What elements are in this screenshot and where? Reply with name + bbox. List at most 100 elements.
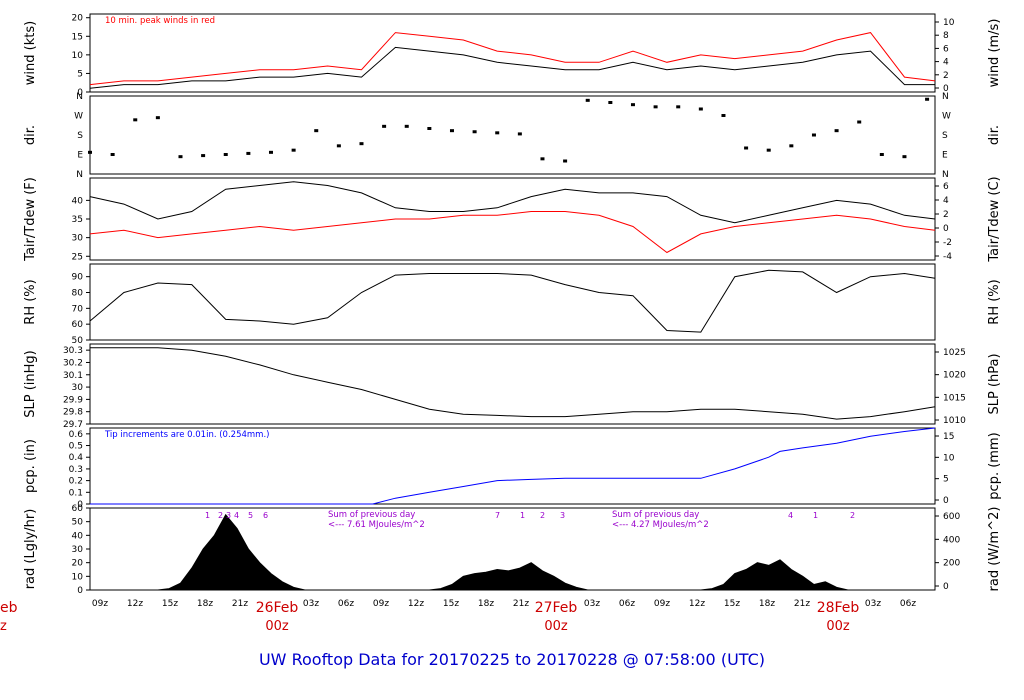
ytick-label-slp: 30.3 [63,346,83,356]
rad-hour-mark: 2 [850,511,855,520]
series-slp [90,347,936,420]
rad-hour-mark: 1 [205,511,210,520]
point-dir [291,148,296,152]
ytick-label-rad: 40 [72,531,84,541]
series-pcp [90,427,936,505]
point-dir [223,153,228,156]
ytick-label-slp: 30.1 [63,371,83,381]
point-dir [268,150,273,154]
ytick-label-wind: 0 [77,88,83,98]
ytick-label-pcp: 0.6 [69,430,84,440]
point-dir [110,153,115,156]
ytick-label-temp: 25 [72,252,83,262]
panel-frame-slp [89,343,936,425]
point-dir [721,114,726,117]
ytick-label-slp: 29.9 [63,395,83,405]
ytick-label-dir: N [76,170,83,180]
annotation-pcp: Tip increments are 0.01in. (0.254mm.) [104,430,269,440]
rad-note-title: Sum of previous day [612,510,699,520]
point-dir [789,144,794,148]
panel-frame-rh [89,263,936,341]
x-tick-label: 21z [232,599,248,609]
ytick-right-label-rad: 600 [943,512,960,522]
point-dir [585,98,590,102]
ytick-label-rh: 70 [72,304,84,314]
ylabel-pcp: pcp. (in) [23,439,38,493]
ylabel-rh: RH (%) [23,279,38,324]
ytick-label-pcp: 0.4 [69,453,84,463]
ytick-label-dir: N [76,92,83,102]
ytick-label-slp: 29.7 [63,420,83,430]
point-dir [540,157,545,161]
x-tick-label: 12z [408,599,424,609]
x-tick-label: 09z [373,599,389,609]
point-dir [246,151,251,155]
ytick-label-pcp: 0.5 [69,442,83,452]
rad-hour-mark: 1 [520,511,525,520]
ytick-right-label-temp: 4 [943,196,949,206]
rad-hour-mark: 4 [788,511,793,520]
ytick-right-label-wind: 6 [943,44,949,54]
rad-hour-mark: 6 [263,511,268,520]
ytick-right-label-slp: 1020 [943,371,966,381]
x-day-date: 27Feb [535,600,578,616]
ytick-label-slp: 30.2 [63,358,83,368]
point-dir [427,127,432,130]
ytick-right-label-temp: -2 [943,238,952,248]
series-temp-1 [89,211,936,254]
ytick-label-rh: 90 [72,273,84,283]
point-dir [495,131,500,135]
point-dir [155,116,160,120]
point-dir [404,124,409,128]
point-dir [472,130,477,134]
rad-hour-mark: 2 [540,511,545,520]
x-day-date: 28Feb [817,600,860,616]
x-tick-label: 09z [654,599,670,609]
point-dir [630,103,635,107]
ytick-right-label-rad: 0 [943,582,949,592]
x-tick-label: 21z [513,599,529,609]
ytick-label-slp: 29.8 [63,408,83,418]
series-wind-0 [89,46,935,89]
ytick-label-temp: 35 [72,215,83,225]
ytick-right-label-slp: 1010 [943,416,966,426]
ytick-right-label-wind: 2 [943,71,949,81]
ytick-right-label-temp: 0 [943,224,949,234]
x-day-time: 00z [544,619,568,634]
x-tick-label: 15z [443,599,459,609]
ylabel-right-temp: Tair/Tdew (C) [987,176,1002,262]
ytick-label-rh: 50 [72,336,84,346]
panel-frame-pcp [89,427,936,505]
x-tick-label: 12z [127,599,143,609]
ytick-label-wind: 10 [72,51,84,61]
x-partial-date: eb [0,600,18,616]
x-tick-label: 15z [724,599,740,609]
ytick-right-label-pcp: 5 [943,475,949,485]
point-dir [698,107,703,111]
x-tick-label: 03z [584,599,600,609]
x-day-date: 26Feb [256,600,299,616]
rad-hour-mark: 5 [248,511,253,520]
ytick-label-rh: 60 [72,320,84,330]
ytick-label-pcp: 0.2 [69,477,83,487]
ytick-right-label-rad: 400 [943,535,960,545]
x-tick-label: 12z [689,599,705,609]
ylabel-rad: rad (Lgly/hr) [23,509,38,590]
ytick-right-label-slp: 1015 [943,393,966,403]
series-rh [89,269,936,333]
ytick-label-wind: 15 [72,32,83,42]
ytick-label-dir: W [74,112,83,122]
ytick-label-wind: 20 [72,14,84,24]
point-dir [879,153,884,156]
ylabel-dir: dir. [23,125,38,145]
rad-hour-mark: 7 [495,511,500,520]
point-dir [88,150,92,154]
ytick-label-temp: 40 [72,196,84,206]
ylabel-right-dir: dir. [987,125,1002,145]
rad-note-value: <--- 4.27 MJoules/m^2 [612,520,709,530]
series-wind-1 [89,32,936,86]
ytick-label-dir: E [77,151,83,161]
series-rad [90,513,935,591]
ytick-right-label-dir: N [942,92,949,102]
ylabel-right-rh: RH (%) [987,279,1002,324]
